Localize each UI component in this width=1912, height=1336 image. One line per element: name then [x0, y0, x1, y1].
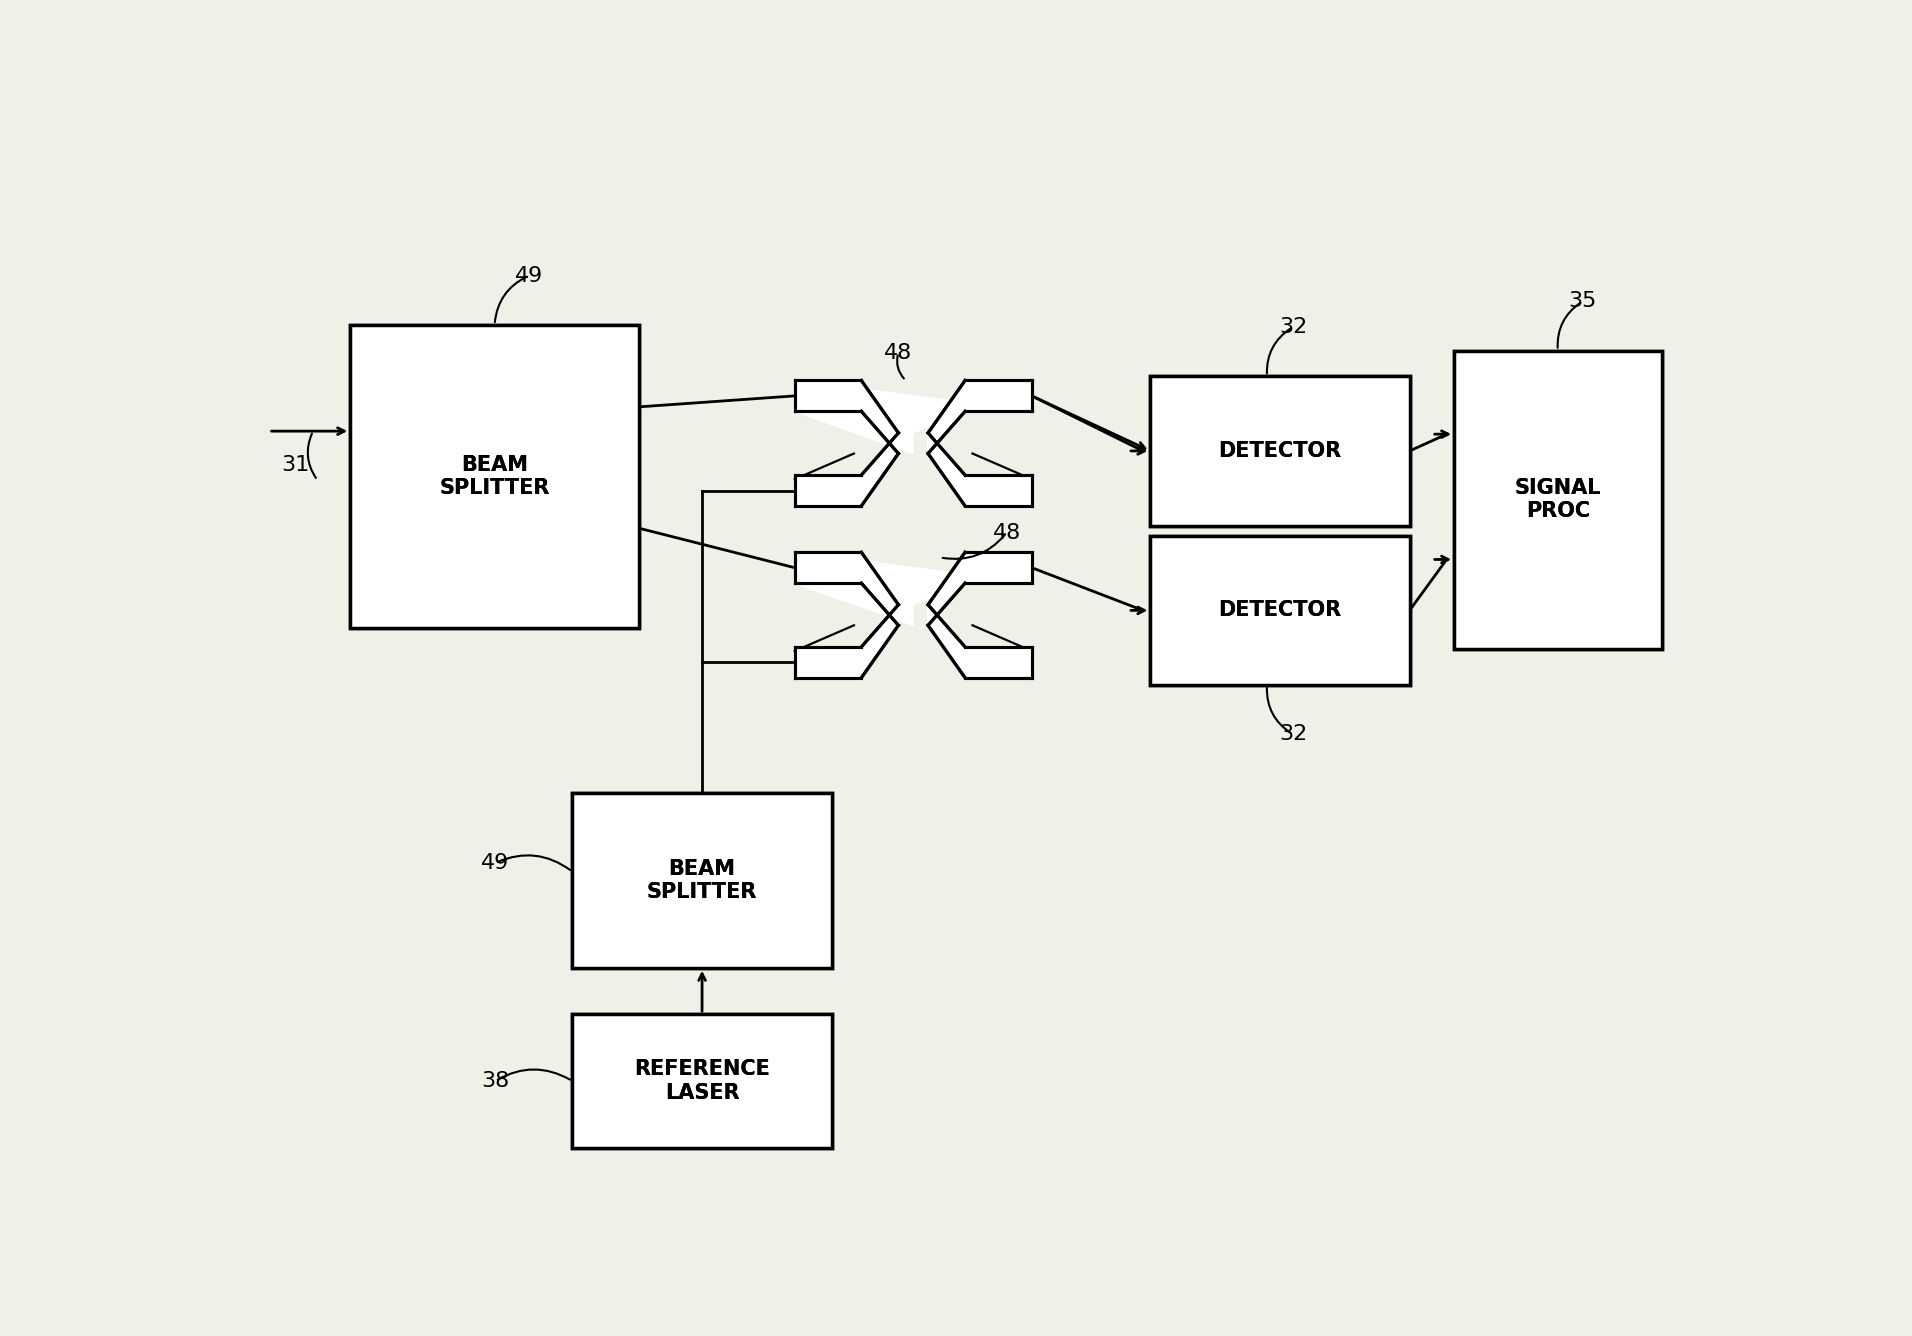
Polygon shape [927, 552, 1032, 625]
Bar [350, 325, 639, 628]
Text: 31: 31 [281, 454, 310, 474]
Text: SIGNAL
PROC: SIGNAL PROC [1514, 478, 1600, 521]
Text: BEAM
SPLITTER: BEAM SPLITTER [646, 859, 757, 902]
Text: REFERENCE
LASER: REFERENCE LASER [635, 1059, 771, 1102]
Bar [350, 325, 639, 628]
Polygon shape [795, 552, 1032, 625]
Text: DETECTOR: DETECTOR [1218, 441, 1342, 461]
Text: BEAM
SPLITTER: BEAM SPLITTER [440, 456, 551, 498]
Polygon shape [927, 433, 1032, 506]
Bar [1453, 350, 1662, 649]
Bar [572, 1014, 832, 1148]
Bar [1453, 350, 1662, 649]
Polygon shape [795, 552, 1032, 625]
Polygon shape [927, 381, 1032, 453]
Bar [1151, 536, 1409, 685]
Polygon shape [795, 433, 899, 506]
Text: 48: 48 [883, 343, 912, 362]
Polygon shape [795, 381, 1032, 453]
Bar [572, 794, 832, 967]
Text: 32: 32 [1279, 724, 1308, 744]
Polygon shape [795, 605, 899, 677]
Polygon shape [927, 552, 1032, 625]
Text: DETECTOR: DETECTOR [1218, 600, 1342, 620]
Polygon shape [795, 552, 899, 625]
Bar [1151, 377, 1409, 525]
Text: 38: 38 [482, 1071, 509, 1092]
Polygon shape [927, 433, 1032, 506]
Text: REFERENCE
LASER: REFERENCE LASER [635, 1059, 771, 1102]
Polygon shape [927, 605, 1032, 677]
Text: DETECTOR: DETECTOR [1218, 441, 1342, 461]
Text: BEAM
SPLITTER: BEAM SPLITTER [440, 456, 551, 498]
Polygon shape [795, 381, 899, 453]
Text: 48: 48 [992, 522, 1021, 542]
Polygon shape [795, 381, 899, 453]
Polygon shape [795, 433, 899, 506]
Text: BEAM
SPLITTER: BEAM SPLITTER [646, 859, 757, 902]
Text: 49: 49 [514, 266, 543, 286]
Bar [1151, 536, 1409, 685]
Polygon shape [795, 552, 899, 625]
Text: 49: 49 [482, 852, 509, 872]
Bar [572, 794, 832, 967]
Polygon shape [795, 381, 1032, 453]
Text: 32: 32 [1279, 317, 1308, 337]
Text: 35: 35 [1568, 291, 1597, 311]
Polygon shape [927, 605, 1032, 677]
Text: SIGNAL
PROC: SIGNAL PROC [1514, 478, 1600, 521]
Polygon shape [795, 605, 899, 677]
Text: DETECTOR: DETECTOR [1218, 600, 1342, 620]
Bar [1151, 377, 1409, 525]
Bar [572, 1014, 832, 1148]
Polygon shape [927, 381, 1032, 453]
